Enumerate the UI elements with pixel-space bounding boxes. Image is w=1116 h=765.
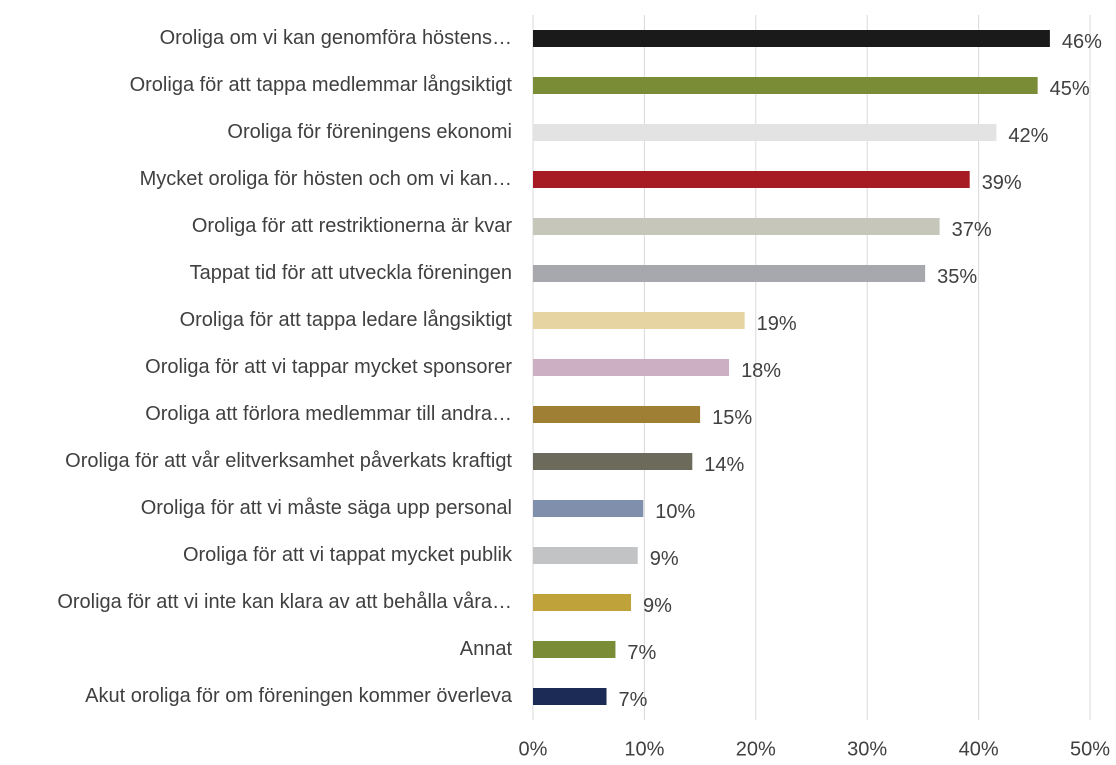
value-label: 35% xyxy=(937,266,977,288)
category-label: Akut oroliga för om föreningen kommer öv… xyxy=(85,685,513,707)
x-tick-label: 40% xyxy=(959,738,999,760)
value-label: 39% xyxy=(982,172,1022,194)
bar xyxy=(533,30,1050,47)
value-label: 19% xyxy=(757,313,797,335)
bar xyxy=(533,124,997,141)
x-tick-label: 0% xyxy=(519,738,548,760)
bar xyxy=(533,547,638,564)
bar xyxy=(533,171,970,188)
value-label: 45% xyxy=(1050,78,1090,100)
value-label: 9% xyxy=(643,595,672,617)
value-label: 7% xyxy=(619,689,648,711)
category-label: Oroliga för att vår elitverksamhet påver… xyxy=(65,450,512,472)
value-label: 9% xyxy=(650,548,679,570)
bar xyxy=(533,688,607,705)
category-label: Oroliga för att vi måste säga upp person… xyxy=(141,497,512,519)
category-label: Oroliga att förlora medlemmar till andra… xyxy=(145,403,512,425)
value-label: 15% xyxy=(712,407,752,429)
value-label: 7% xyxy=(627,642,656,664)
bar xyxy=(533,406,701,423)
bar xyxy=(533,312,745,329)
value-label: 37% xyxy=(952,219,992,241)
category-label: Mycket oroliga för hösten och om vi kan… xyxy=(140,168,512,190)
bar xyxy=(533,77,1038,94)
value-label: 42% xyxy=(1008,125,1048,147)
category-label: Oroliga för att vi inte kan klara av att… xyxy=(57,591,512,613)
category-label: Oroliga för att restriktionerna är kvar xyxy=(192,215,512,237)
category-label: Oroliga för att tappa ledare långsiktigt xyxy=(180,309,513,331)
value-label: 46% xyxy=(1062,31,1102,53)
bar xyxy=(533,218,940,235)
category-label: Oroliga för att vi tappat mycket publik xyxy=(183,544,513,566)
bar xyxy=(533,453,693,470)
category-label: Tappat tid för att utveckla föreningen xyxy=(190,262,512,284)
category-label: Oroliga för att tappa medlemmar långsikt… xyxy=(130,74,513,96)
bar xyxy=(533,500,644,517)
value-label: 14% xyxy=(704,454,744,476)
category-label: Oroliga för att vi tappar mycket sponsor… xyxy=(145,356,512,378)
x-tick-label: 10% xyxy=(624,738,664,760)
category-label: Annat xyxy=(460,638,513,660)
bar xyxy=(533,265,926,282)
value-label: 10% xyxy=(655,501,695,523)
bar xyxy=(533,594,632,611)
category-label: Oroliga om vi kan genomföra höstens… xyxy=(160,27,512,49)
category-label: Oroliga för föreningens ekonomi xyxy=(227,121,512,143)
x-tick-label: 30% xyxy=(847,738,887,760)
value-label: 18% xyxy=(741,360,781,382)
bar xyxy=(533,359,730,376)
x-tick-label: 50% xyxy=(1070,738,1110,760)
bar xyxy=(533,641,616,658)
x-tick-label: 20% xyxy=(736,738,776,760)
